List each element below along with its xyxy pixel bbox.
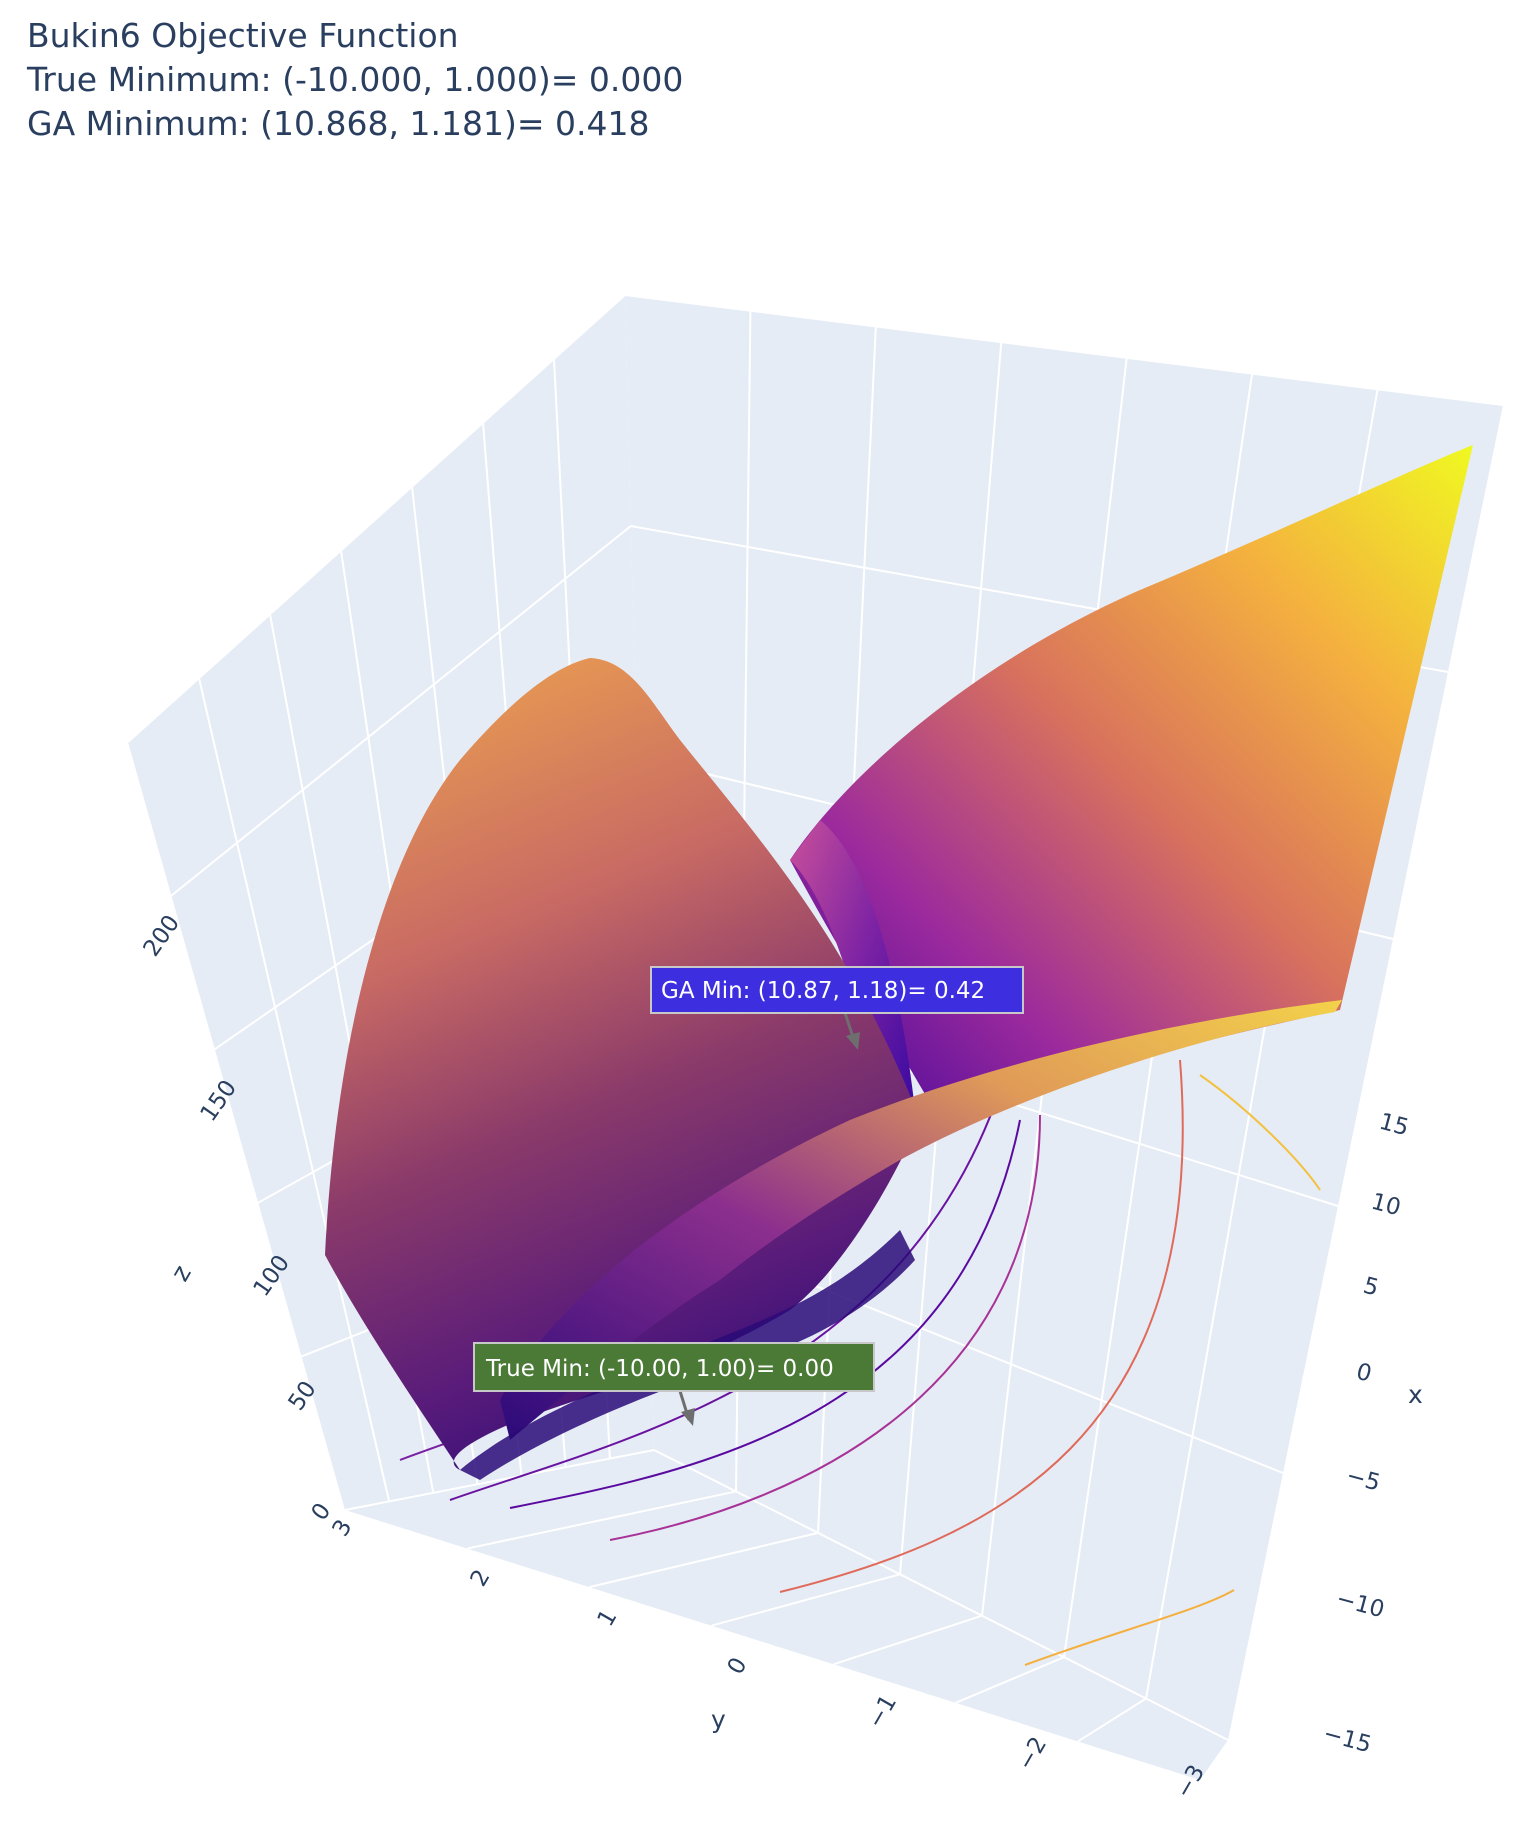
y-tick-label: 0 bbox=[723, 1653, 753, 1679]
chart-title: Bukin6 Objective Function True Minimum: … bbox=[27, 14, 683, 146]
grid-line-back-z bbox=[344, 1449, 655, 1511]
surface-left-wing bbox=[325, 658, 920, 1470]
y-tick-label: −2 bbox=[1013, 1733, 1052, 1775]
floor-plane bbox=[345, 1450, 1228, 1780]
grid-line-floor bbox=[711, 1573, 901, 1627]
y-tick-label: −1 bbox=[863, 1691, 902, 1733]
floor-contour-line bbox=[609, 1114, 1041, 1541]
annotation-ga-arrowhead bbox=[846, 1032, 860, 1050]
annotation-true-label: True Min: (-10.00, 1.00)= 0.00 bbox=[485, 1356, 834, 1382]
floor-contour-line bbox=[1024, 1589, 1235, 1666]
grid-line-back-z bbox=[127, 294, 626, 743]
grid-line-floor bbox=[1077, 1697, 1147, 1743]
surface-right-wing bbox=[790, 445, 1473, 1120]
chart-title-line-3: GA Minimum: (10.868, 1.181)= 0.418 bbox=[27, 104, 650, 143]
annotation-true-min[interactable]: True Min: (-10.00, 1.00)= 0.00 bbox=[473, 1342, 875, 1426]
chart-title-line-1: Bukin6 Objective Function bbox=[27, 16, 459, 55]
x-tick-label: 10 bbox=[1368, 1189, 1403, 1222]
grid-line-floor bbox=[466, 1490, 737, 1550]
x-tick-label: −15 bbox=[1320, 1721, 1374, 1759]
x-tick-label: −5 bbox=[1343, 1463, 1382, 1497]
chart-title-line-2: True Minimum: (-10.000, 1.000)= 0.000 bbox=[27, 60, 684, 99]
grid-line-back-y bbox=[198, 677, 391, 1502]
y-axis-title: y bbox=[711, 1705, 726, 1734]
floor-contour-line bbox=[509, 1119, 1021, 1509]
annotation-true-arrowhead bbox=[681, 1408, 695, 1426]
annotation-ga-label: GA Min: (10.87, 1.18)= 0.42 bbox=[661, 978, 985, 1004]
grid-line-floor bbox=[833, 1614, 983, 1666]
floor-contour-line bbox=[779, 1059, 1184, 1593]
annotation-ga-min[interactable]: GA Min: (10.87, 1.18)= 0.42 bbox=[650, 966, 1024, 1050]
grid-line-floor bbox=[955, 1656, 1065, 1704]
y-tick-label: 2 bbox=[466, 1565, 496, 1591]
grid-line-floor bbox=[589, 1531, 819, 1589]
annotation-ga-box bbox=[650, 966, 1024, 1014]
annotation-true-box bbox=[473, 1342, 875, 1392]
x-axis-title: x bbox=[1408, 1380, 1423, 1409]
x-tick-label: 5 bbox=[1360, 1273, 1381, 1302]
x-tick-label: −10 bbox=[1333, 1586, 1387, 1624]
grid-line-right-z bbox=[624, 294, 1504, 406]
z-axis-title: z bbox=[165, 1260, 197, 1286]
grid-line-right-z bbox=[653, 1449, 1229, 1741]
grid-line-back-z bbox=[170, 525, 632, 897]
floor-contour-line bbox=[1199, 1074, 1321, 1191]
y-tick-label: 1 bbox=[593, 1605, 623, 1631]
x-tick-label: 15 bbox=[1376, 1109, 1411, 1142]
x-tick-label: 0 bbox=[1353, 1359, 1374, 1388]
